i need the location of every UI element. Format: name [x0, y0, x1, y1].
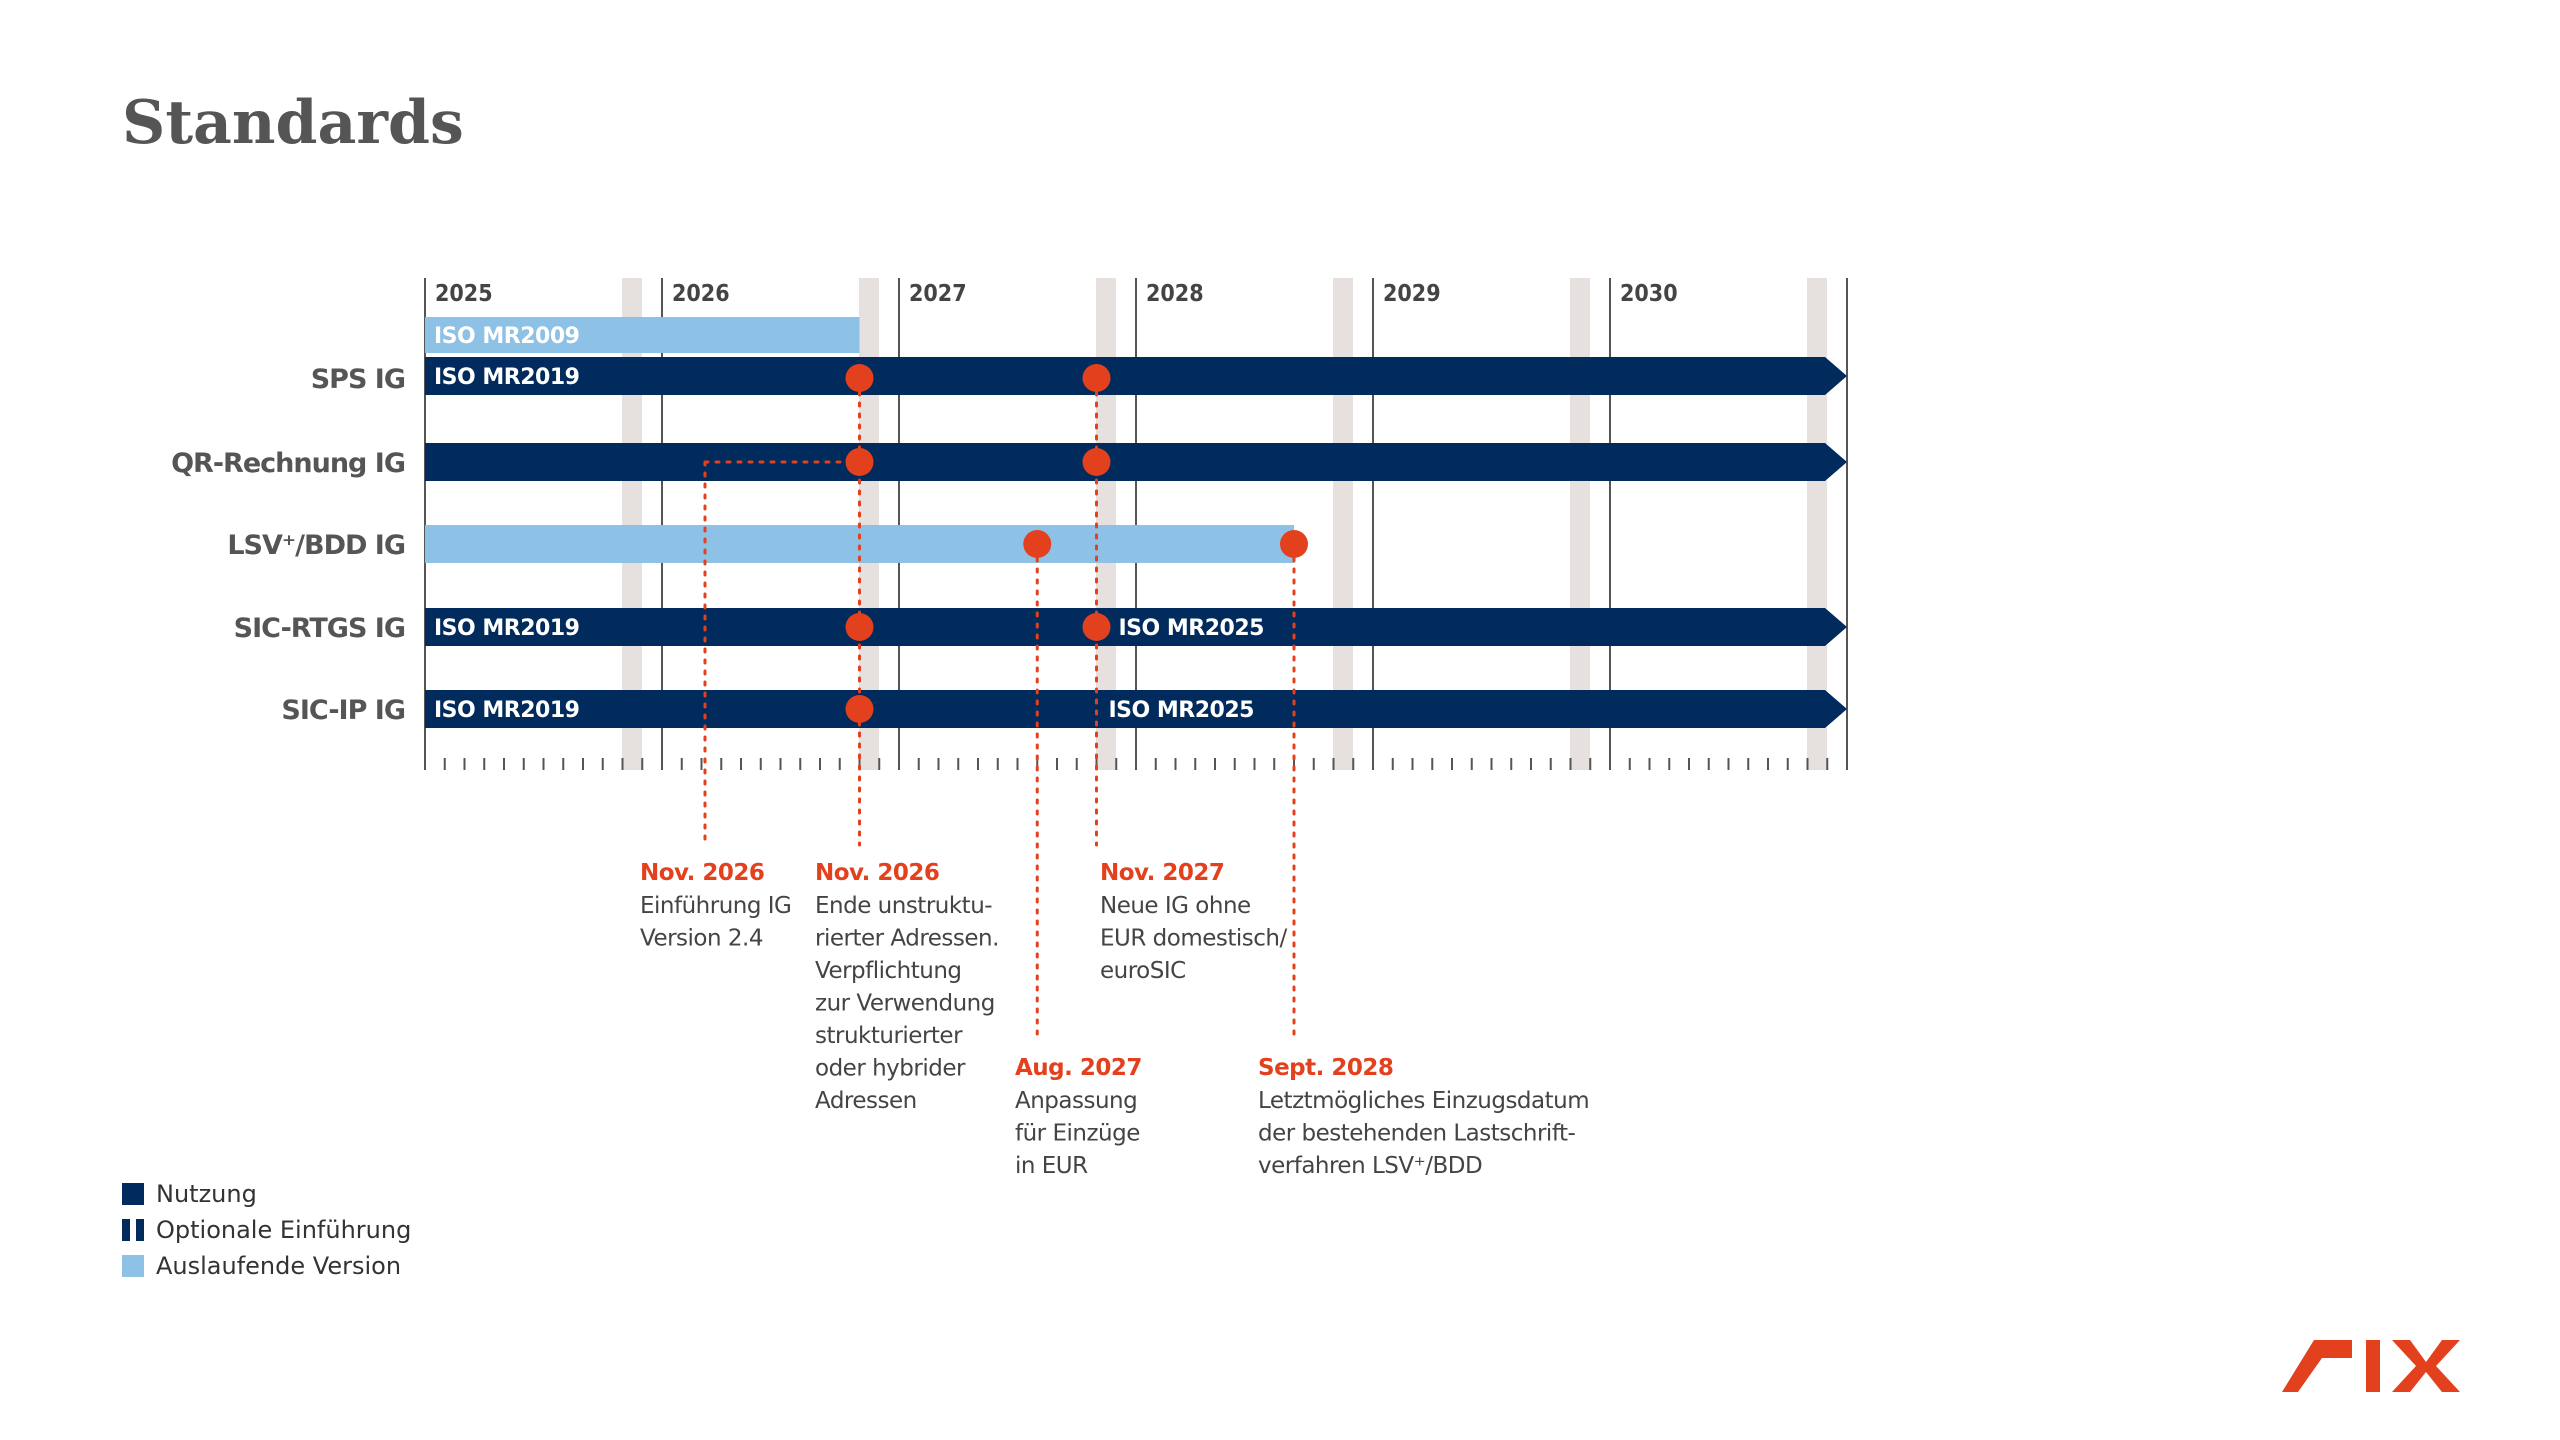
legend: Nutzung Optionale Einführung Auslaufende… — [122, 1176, 411, 1284]
usage-bar — [425, 443, 1847, 481]
legend-swatch-phaseout — [122, 1255, 144, 1277]
year-label: 2026 — [672, 281, 730, 307]
bar-label: ISO MR2019 — [434, 616, 579, 641]
year-band — [1333, 278, 1353, 770]
row-label: SIC-IP IG — [281, 695, 405, 726]
year-label: 2030 — [1620, 281, 1678, 307]
annotation-text: Neue IG ohne — [1100, 893, 1251, 919]
year-label: 2029 — [1383, 281, 1441, 307]
bar-label: ISO MR2009 — [434, 324, 579, 349]
annotation-title: Aug. 2027 — [1015, 1055, 1142, 1081]
milestone-marker — [845, 448, 874, 476]
annotation-text: rierter Adressen. — [815, 926, 999, 952]
year-band — [1096, 278, 1116, 770]
year-label: 2028 — [1146, 281, 1204, 307]
usage-bar — [425, 608, 1847, 646]
legend-item-usage: Nutzung — [122, 1176, 411, 1212]
row-label: LSV⁺/BDD IG — [227, 530, 405, 561]
annotation-text: euroSIC — [1100, 958, 1186, 984]
annotation-text: in EUR — [1015, 1153, 1088, 1179]
usage-bar — [425, 690, 1847, 728]
year-label: 2025 — [435, 281, 493, 307]
annotation-text: Adressen — [815, 1088, 917, 1114]
milestone-marker — [1082, 364, 1111, 392]
annotation-text: verfahren LSV⁺/BDD — [1258, 1153, 1482, 1179]
annotation-text: der bestehenden Lastschrift- — [1258, 1121, 1576, 1147]
year-label: 2027 — [909, 281, 967, 307]
row-label: SPS IG — [311, 364, 405, 395]
milestone-marker — [1082, 613, 1111, 641]
bar-label-secondary: ISO MR2025 — [1109, 698, 1254, 723]
bar-label: ISO MR2019 — [434, 698, 579, 723]
milestone-marker — [845, 364, 874, 392]
annotation-text: Ende unstruktu- — [815, 893, 992, 919]
legend-item-phaseout: Auslaufende Version — [122, 1248, 411, 1284]
phaseout-bar — [425, 317, 860, 353]
legend-label-optional: Optionale Einführung — [156, 1216, 412, 1244]
legend-swatch-usage — [122, 1183, 144, 1205]
milestone-marker — [1023, 530, 1052, 558]
bar-label-secondary: ISO MR2025 — [1119, 616, 1264, 641]
annotation-text: Einführung IG — [640, 893, 791, 919]
milestone-marker — [845, 695, 874, 723]
legend-swatch-optional — [122, 1219, 144, 1241]
annotation-text: strukturierter — [815, 1023, 963, 1049]
legend-label-usage: Nutzung — [156, 1180, 257, 1208]
six-logo-icon — [2282, 1340, 2460, 1392]
annotation-text: für Einzüge — [1015, 1121, 1140, 1147]
annotation-text: EUR domestisch/ — [1100, 926, 1287, 952]
bar-label: ISO MR2019 — [434, 365, 579, 390]
year-band — [622, 278, 642, 770]
legend-label-phaseout: Auslaufende Version — [156, 1252, 402, 1280]
annotation-title: Sept. 2028 — [1258, 1055, 1393, 1081]
milestone-marker — [845, 613, 874, 641]
milestone-marker — [1280, 530, 1308, 558]
annotation-text: Letztmögliches Einzugsdatum — [1258, 1088, 1589, 1114]
usage-bar — [425, 357, 1847, 395]
milestone-marker — [1082, 448, 1111, 476]
year-band — [1570, 278, 1590, 770]
legend-item-optional: Optionale Einführung — [122, 1212, 411, 1248]
row-label: QR-Rechnung IG — [171, 448, 405, 479]
annotation-title: Nov. 2027 — [1100, 860, 1224, 886]
page-title: Standards — [122, 88, 464, 158]
annotation-text: Anpassung — [1015, 1088, 1137, 1114]
year-band — [859, 278, 879, 770]
annotation-text: Verpflichtung — [815, 958, 962, 984]
annotation-text: zur Verwendung — [815, 991, 995, 1017]
annotation-title: Nov. 2026 — [640, 860, 764, 886]
year-band — [1807, 278, 1827, 770]
row-label: SIC-RTGS IG — [234, 613, 405, 644]
annotation-title: Nov. 2026 — [815, 860, 939, 886]
annotation-text: oder hybrider — [815, 1056, 966, 1082]
annotation-text: Version 2.4 — [640, 926, 763, 952]
